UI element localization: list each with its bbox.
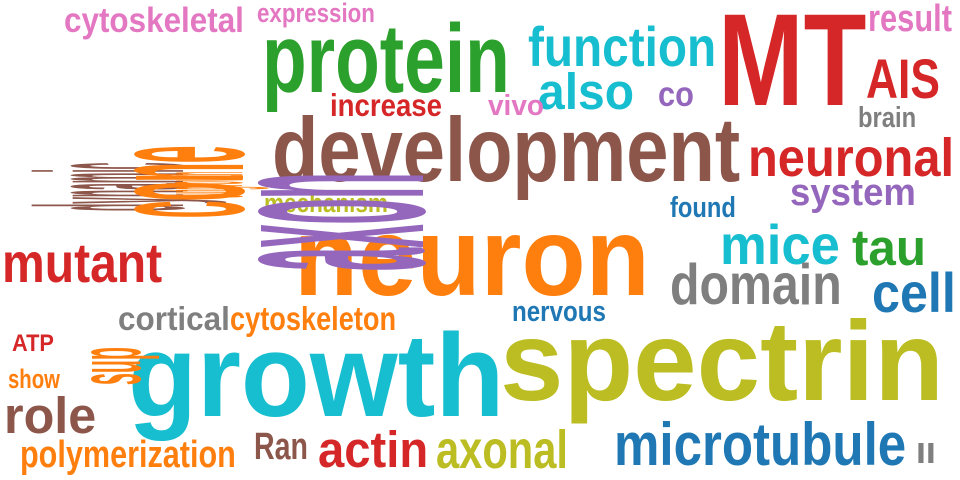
word-growth: growth: [128, 308, 505, 441]
word-protein: protein: [262, 3, 510, 114]
word-domain: domain: [670, 253, 842, 318]
word-cytoskeletal: cytoskeletal: [64, 0, 244, 41]
word-tau: tau: [852, 218, 926, 276]
word-development: development: [272, 99, 741, 201]
word-cell: cell: [872, 261, 956, 324]
word-mt: MT: [718, 0, 867, 133]
word-mechanism: mechanism: [264, 187, 388, 218]
word-sup: sup: [59, 346, 160, 385]
word-result: result: [868, 0, 953, 40]
word-found: found: [670, 191, 736, 224]
word-axon: axon: [145, 173, 488, 272]
word-neuronal: neuronal: [748, 128, 955, 188]
word-cortical: cortical: [118, 301, 230, 339]
word-expression: expression: [257, 0, 375, 28]
word-ais: AIS: [866, 47, 940, 110]
word-mice: mice: [720, 213, 840, 276]
word-actin: actin: [318, 420, 429, 478]
word-cytoskeleton: cytoskeleton: [230, 301, 397, 339]
word-system: system: [790, 171, 916, 214]
word-increase: increase: [330, 87, 442, 123]
word-mutant: mutant: [2, 231, 163, 294]
word-vivo: vivo: [488, 89, 544, 122]
word-axonal: axonal: [436, 420, 568, 480]
word-brain: brain: [858, 101, 917, 134]
word-ran: Ran: [254, 425, 308, 468]
word-nervous: nervous: [512, 295, 606, 328]
word-also: also: [538, 62, 635, 120]
word-spectrin: spectrin: [500, 297, 944, 425]
word-role: role: [4, 386, 97, 444]
word-microtubule: microtubule: [614, 411, 907, 479]
word-show: show: [8, 363, 60, 394]
word-polymerization: polymerization: [20, 433, 236, 476]
word-ii: II: [916, 437, 936, 470]
word-atp: ATP: [12, 330, 54, 358]
word-co: co: [658, 74, 694, 115]
word-neuron: neuron: [294, 194, 650, 320]
word-function: function: [528, 15, 717, 78]
